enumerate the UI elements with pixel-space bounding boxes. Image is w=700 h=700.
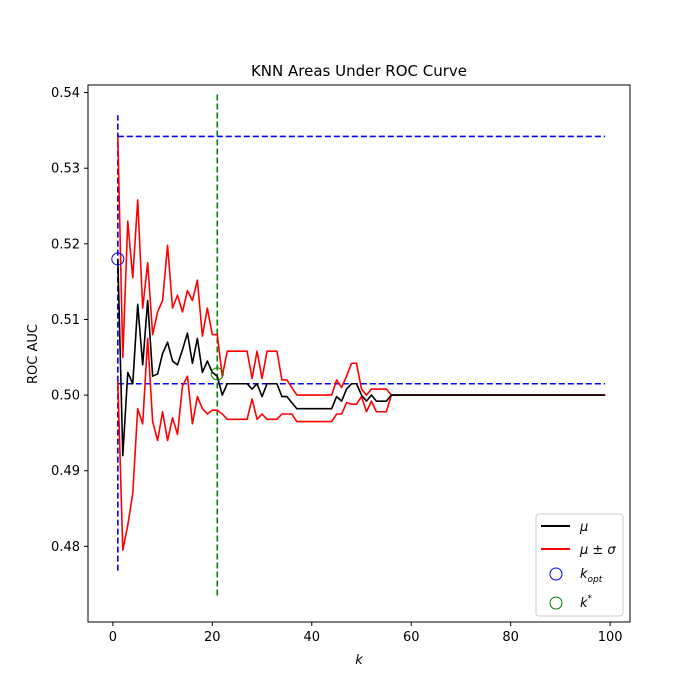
y-tick-label: 0.49 xyxy=(51,464,80,479)
x-tick-label: 60 xyxy=(403,630,420,645)
y-tick-label: 0.54 xyxy=(51,86,80,101)
y-axis-label: ROC AUC xyxy=(26,324,41,384)
y-tick-label: 0.48 xyxy=(51,540,80,555)
plot-frame xyxy=(87,84,631,623)
y-tick-label: 0.50 xyxy=(51,389,80,404)
y-tick-label: 0.52 xyxy=(51,237,80,252)
x-axis-label: k xyxy=(355,653,363,668)
y-tick-label: 0.53 xyxy=(51,162,80,177)
series-mu-minus-sigma-line xyxy=(117,337,606,551)
x-tick-label: 80 xyxy=(502,630,519,645)
x-tick-label: 40 xyxy=(303,630,320,645)
series-mu-line xyxy=(117,258,606,457)
x-tick-label: 100 xyxy=(598,630,623,645)
legend-box xyxy=(535,513,624,617)
legend-kopt-marker xyxy=(549,567,563,581)
chart-title: KNN Areas Under ROC Curve xyxy=(251,62,467,80)
legend-kstar-marker xyxy=(549,596,563,610)
kstar-marker xyxy=(210,367,224,381)
x-tick-label: 0 xyxy=(109,630,117,645)
kopt-marker xyxy=(111,252,125,266)
legend: μ μ ± σ kopt k* xyxy=(535,513,624,617)
y-tick-label: 0.51 xyxy=(51,313,80,328)
legend-mu-label: μ xyxy=(579,520,588,535)
x-tick-label: 20 xyxy=(204,630,221,645)
legend-mu-sigma-label: μ ± σ xyxy=(579,543,616,558)
